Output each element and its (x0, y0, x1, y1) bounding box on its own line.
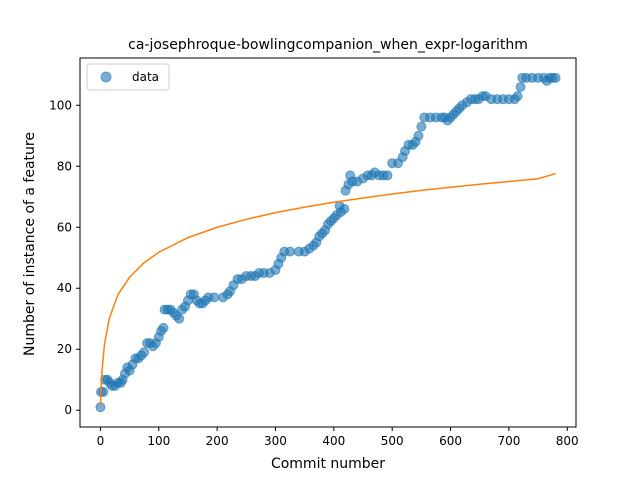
axis-ticks: 0 100 200 300 400 500 600 700 800 0 20 40 60 80 100 (49, 57, 579, 448)
data-point (512, 91, 523, 102)
x-tick-label: 0 (97, 434, 105, 448)
plot-area (95, 72, 561, 413)
legend-marker-data (100, 71, 112, 83)
x-tick-label: 200 (206, 434, 229, 448)
data-point (139, 347, 150, 358)
y-tick-label: 20 (57, 342, 72, 356)
data-point (515, 81, 526, 92)
data-point (413, 130, 424, 141)
data-point (416, 121, 427, 132)
data-point (285, 246, 296, 257)
x-tick-label: 600 (439, 434, 462, 448)
y-tick-label: 40 (57, 281, 72, 295)
x-tick-label: 800 (556, 434, 579, 448)
y-axis-label: Number of instance of a feature (22, 132, 38, 356)
data-point (339, 203, 350, 214)
y-tick-label: 0 (64, 403, 72, 417)
x-axis-label: Commit number (271, 456, 385, 472)
legend-label-data: data (132, 70, 159, 84)
legend-box (86, 63, 170, 91)
data-point (209, 292, 220, 303)
fit-line (99, 172, 556, 406)
data-point (174, 313, 185, 324)
y-tick-label: 100 (49, 98, 72, 112)
x-tick-label: 500 (381, 434, 404, 448)
y-tick-label: 60 (57, 220, 72, 234)
x-tick-label: 100 (147, 434, 170, 448)
data-point (158, 322, 169, 333)
axes-frame (79, 57, 577, 428)
x-tick-label: 400 (322, 434, 345, 448)
data-point (382, 170, 393, 181)
chart-title: ca-josephroque-bowlingcompanion_when_exp… (128, 37, 528, 53)
data-point (550, 72, 561, 83)
y-tick-label: 80 (57, 159, 72, 173)
x-tick-label: 700 (497, 434, 520, 448)
legend: data (86, 63, 170, 91)
x-tick-label: 300 (264, 434, 287, 448)
